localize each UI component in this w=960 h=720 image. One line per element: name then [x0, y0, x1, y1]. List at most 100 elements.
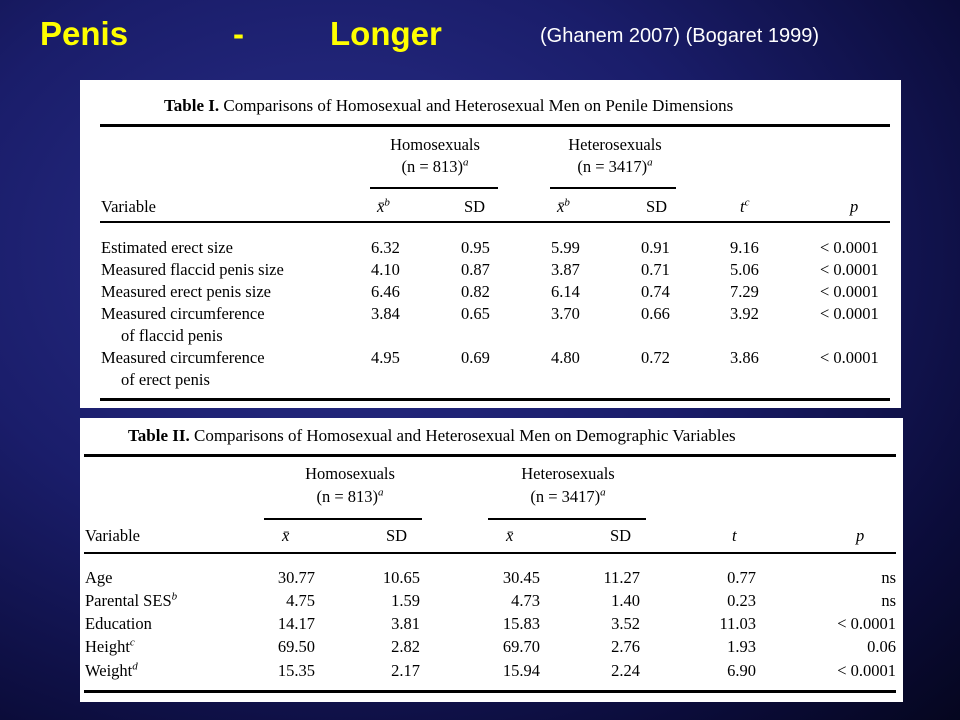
table-1-title: Table I. Comparisons of Homosexual and H… — [164, 96, 733, 116]
table-1-row-variable: Measured circumference — [101, 304, 265, 323]
title-citation: (Ghanem 2007) (Bogaret 1999) — [540, 25, 820, 47]
table-2-row-p: ns — [881, 568, 896, 587]
table-1-row-homo-sd: 0.65 — [461, 304, 490, 323]
table-2-row-hetero-mean: 15.94 — [502, 661, 540, 680]
table-2-row-p: < 0.0001 — [837, 661, 896, 680]
table-2-row-hetero-mean: 30.45 — [502, 568, 540, 587]
table-2-group2-name: Heterosexuals — [521, 464, 615, 483]
table-1-label: Table I. — [164, 96, 220, 115]
table-1-group1-rule — [370, 187, 498, 189]
slide-title: Penis - Longer (Ghanem 2007) (Bogaret 19… — [40, 14, 940, 54]
table-2-row-homo-sd: 1.59 — [391, 591, 420, 610]
table-2-row-homo-mean: 14.17 — [277, 614, 315, 633]
table-1-row-homo-mean: 6.46 — [371, 282, 400, 301]
table-1-row-homo-mean: 6.32 — [371, 238, 400, 257]
table-1-row-p: < 0.0001 — [820, 282, 879, 301]
table-1-row-homo-sd: 0.87 — [461, 260, 490, 279]
table-1-row-variable-cont: of flaccid penis — [121, 326, 223, 345]
table-2-header-hetero-mean: x̄ — [506, 526, 514, 545]
table-1-row-homo-mean: 3.84 — [371, 304, 400, 323]
table-2-row-hetero-sd: 2.24 — [611, 661, 640, 680]
table-1-row-t: 3.92 — [730, 304, 759, 323]
table-2-row-t: 1.93 — [727, 637, 756, 656]
table-1-image: Table I. Comparisons of Homosexual and H… — [80, 80, 901, 408]
table-1-row-hetero-mean: 4.80 — [551, 348, 580, 367]
table-1-row-homo-sd: 0.95 — [461, 238, 490, 257]
table-1-row-p: < 0.0001 — [820, 238, 879, 257]
table-1-row-t: 9.16 — [730, 238, 759, 257]
table-1-row-t: 5.06 — [730, 260, 759, 279]
table-1-group2-name: Heterosexuals — [568, 135, 662, 154]
table-2-bottom-rule — [84, 690, 896, 693]
table-2-row-variable: Weightd — [85, 660, 138, 680]
table-2-group1-rule — [264, 518, 422, 520]
table-1-row-variable: Measured erect penis size — [101, 282, 271, 301]
table-2-title: Table II. Comparisons of Homosexual and … — [128, 426, 736, 446]
table-1-row-homo-mean: 4.95 — [371, 348, 400, 367]
title-dash: - — [233, 15, 244, 52]
table-1-row-hetero-mean: 6.14 — [551, 282, 580, 301]
table-2-group1-n: (n = 813)a — [316, 486, 384, 506]
table-2-row-t: 6.90 — [727, 661, 756, 680]
table-1-row-t: 3.86 — [730, 348, 759, 367]
table-1-row-hetero-mean: 3.70 — [551, 304, 580, 323]
title-word-longer: Longer — [330, 15, 442, 52]
table-1-header-p: p — [850, 197, 859, 216]
table-2-header-homo-sd: SD — [386, 526, 408, 545]
table-1-row-homo-sd: 0.69 — [461, 348, 490, 367]
table-2-row-t: 11.03 — [719, 614, 756, 633]
table-2-row-variable: Heightc — [85, 636, 135, 656]
table-1-group2-rule — [550, 187, 676, 189]
table-1-header-hetero-mean: x̄b — [557, 196, 570, 216]
table-2-row-homo-mean: 30.77 — [277, 568, 315, 587]
table-2-row-t: 0.23 — [727, 591, 756, 610]
table-2-row-variable: Education — [85, 614, 152, 633]
table-1-top-rule — [100, 124, 890, 127]
table-2-row-p: 0.06 — [867, 637, 896, 656]
table-1-header-homo-sd: SD — [464, 197, 486, 216]
table-2-row-t: 0.77 — [727, 568, 756, 587]
table-2-caption: Comparisons of Homosexual and Heterosexu… — [193, 426, 736, 445]
table-2-row-homo-sd: 2.82 — [391, 637, 420, 656]
table-1-header-rule — [100, 221, 890, 223]
table-1-group1-name: Homosexuals — [390, 135, 480, 154]
table-1-row-hetero-sd: 0.66 — [641, 304, 670, 323]
table-2-row-homo-mean: 69.50 — [277, 637, 315, 656]
table-1-row-p: < 0.0001 — [820, 304, 879, 323]
table-1-header-variable: Variable — [101, 197, 156, 216]
table-1-row-variable: Measured flaccid penis size — [101, 260, 284, 279]
table-1-row-variable: Estimated erect size — [101, 238, 233, 257]
table-2-row-hetero-mean: 4.73 — [511, 591, 540, 610]
table-2-header-t: t — [732, 526, 737, 545]
table-2-header-p: p — [856, 526, 865, 545]
table-2-row-hetero-sd: 2.76 — [611, 637, 640, 656]
table-2-row-homo-sd: 10.65 — [382, 568, 420, 587]
title-word-penis: Penis — [40, 15, 129, 52]
table-2-row-hetero-sd: 1.40 — [611, 591, 640, 610]
table-2-row-hetero-mean: 69.70 — [502, 637, 540, 656]
table-2-group2-n: (n = 3417)a — [530, 486, 606, 506]
table-2-row-homo-sd: 2.17 — [391, 661, 420, 680]
table-1-row-p: < 0.0001 — [820, 260, 879, 279]
table-1-row-hetero-mean: 3.87 — [551, 260, 580, 279]
table-2-row-variable: Parental SESb — [85, 590, 178, 610]
table-1-header-t: tc — [740, 196, 750, 216]
table-1-group2-n: (n = 3417)a — [577, 156, 653, 176]
table-1-row-hetero-mean: 5.99 — [551, 238, 580, 257]
table-2-row-p: ns — [881, 591, 896, 610]
table-1-row-variable-cont: of erect penis — [121, 370, 210, 389]
table-2-row-hetero-sd: 11.27 — [603, 568, 640, 587]
table-1-row-hetero-sd: 0.74 — [641, 282, 670, 301]
table-1-row-variable: Measured circumference — [101, 348, 265, 367]
table-2-label: Table II. — [128, 426, 190, 445]
table-2-header-variable: Variable — [85, 526, 140, 545]
table-1-header-homo-mean: x̄b — [377, 196, 390, 216]
table-1-group1-n: (n = 813)a — [401, 156, 469, 176]
table-2-image: Table II. Comparisons of Homosexual and … — [80, 418, 903, 702]
table-1-row-hetero-sd: 0.91 — [641, 238, 670, 257]
table-1-row-p: < 0.0001 — [820, 348, 879, 367]
table-2-row-homo-mean: 15.35 — [277, 661, 315, 680]
table-2-header-hetero-sd: SD — [610, 526, 632, 545]
table-1-row-hetero-sd: 0.72 — [641, 348, 670, 367]
table-2-row-homo-sd: 3.81 — [391, 614, 420, 633]
